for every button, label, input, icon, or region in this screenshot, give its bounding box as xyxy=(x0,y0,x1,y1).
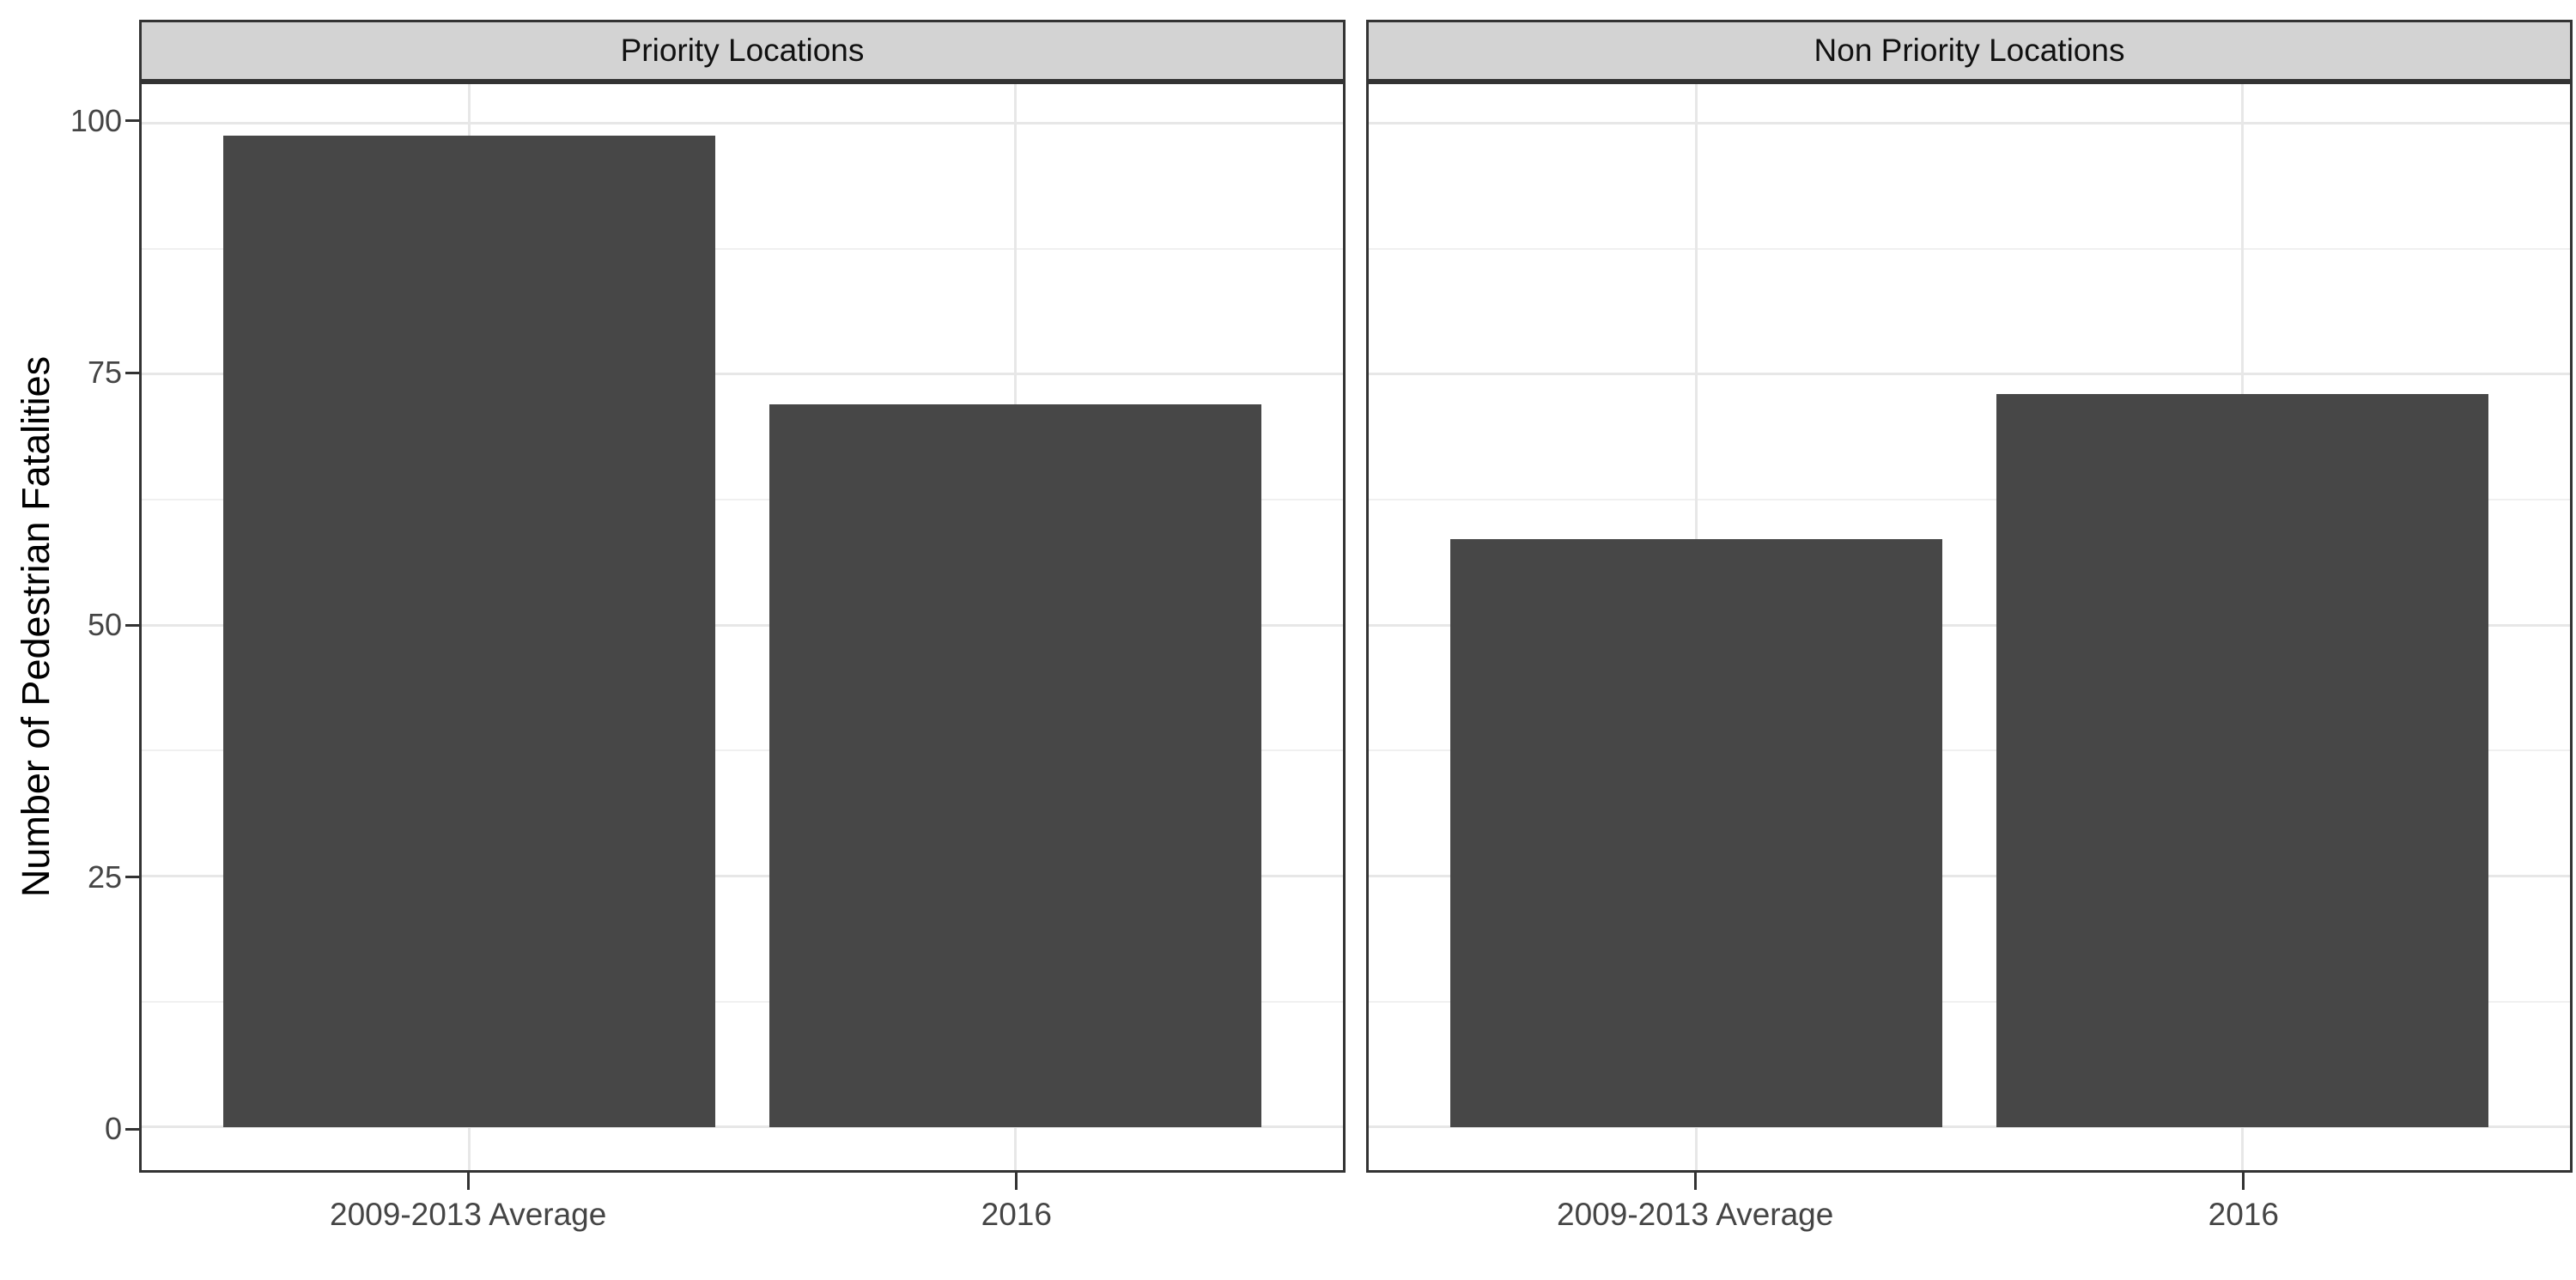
facet-strip-label: Priority Locations xyxy=(620,33,865,68)
gridline-minor-87.5 xyxy=(142,247,1343,250)
x-tick-label-2016: 2016 xyxy=(2208,1197,2279,1232)
x-axis-non-priority-locations: 2009-2013 Average 2016 xyxy=(1366,1173,2573,1280)
gridline-major-50 xyxy=(142,623,1343,627)
facet-row: Priority Locations 2009-2013 Average 2016… xyxy=(139,20,2573,1280)
bar-non-priority-locations-2016 xyxy=(1996,394,2488,1127)
gridline-major-25 xyxy=(1369,874,2570,877)
y-tick-mark-0 xyxy=(125,1127,139,1131)
gridline-minor-12.5 xyxy=(142,1000,1343,1003)
gridline-minor-62.5 xyxy=(142,499,1343,501)
x-tick-label-2016: 2016 xyxy=(981,1197,1052,1232)
y-tick-label-75: 75 xyxy=(87,355,122,391)
x-tick-mark xyxy=(2242,1173,2245,1190)
x-axis-priority-locations: 2009-2013 Average 2016 xyxy=(139,1173,1346,1280)
gridline-major-50 xyxy=(1369,623,2570,627)
x-tick-label-2009-2013-average: 2009-2013 Average xyxy=(330,1197,607,1232)
facet-priority-locations: Priority Locations 2009-2013 Average 2016 xyxy=(139,20,1346,1280)
gridline-major-75 xyxy=(1369,373,2570,376)
gridline-major-75 xyxy=(142,373,1343,376)
panel-priority-locations xyxy=(139,82,1346,1173)
y-tick-mark-100 xyxy=(125,119,139,123)
gridline-major-100 xyxy=(1369,122,2570,125)
bar-priority-locations-2009-2013-average xyxy=(223,135,715,1127)
gridline-minor-12.5 xyxy=(1369,1000,2570,1003)
facet-strip-label: Non Priority Locations xyxy=(1814,33,2125,68)
gridline-major-100 xyxy=(142,122,1343,125)
gridline-major-0 xyxy=(142,1125,1343,1129)
gridline-minor-37.5 xyxy=(1369,749,2570,752)
facet-strip: Non Priority Locations xyxy=(1366,20,2573,82)
gridline-minor-87.5 xyxy=(1369,247,2570,250)
gridline-minor-62.5 xyxy=(1369,499,2570,501)
gridline-major-0 xyxy=(1369,1125,2570,1129)
panel-non-priority-locations xyxy=(1366,82,2573,1173)
facet-non-priority-locations: Non Priority Locations 2009-2013 Average… xyxy=(1366,20,2573,1280)
y-tick-label-100: 100 xyxy=(70,102,122,138)
x-tick-mark xyxy=(1693,1173,1697,1190)
x-tick-mark xyxy=(1015,1173,1018,1190)
y-tick-mark-50 xyxy=(125,623,139,627)
facet-strip: Priority Locations xyxy=(139,20,1346,82)
y-tick-label-0: 0 xyxy=(104,1111,122,1147)
bar-non-priority-locations-2009-2013-average xyxy=(1450,538,1942,1127)
y-tick-label-50: 50 xyxy=(87,607,122,643)
gridline-minor-37.5 xyxy=(142,749,1343,752)
y-tick-mark-75 xyxy=(125,371,139,374)
y-tick-mark-25 xyxy=(125,876,139,879)
bar-priority-locations-2016 xyxy=(769,403,1261,1127)
x-tick-label-2009-2013-average: 2009-2013 Average xyxy=(1557,1197,1834,1232)
gridline-major-25 xyxy=(142,874,1343,877)
y-tick-label-25: 25 xyxy=(87,858,122,895)
x-tick-mark xyxy=(466,1173,470,1190)
